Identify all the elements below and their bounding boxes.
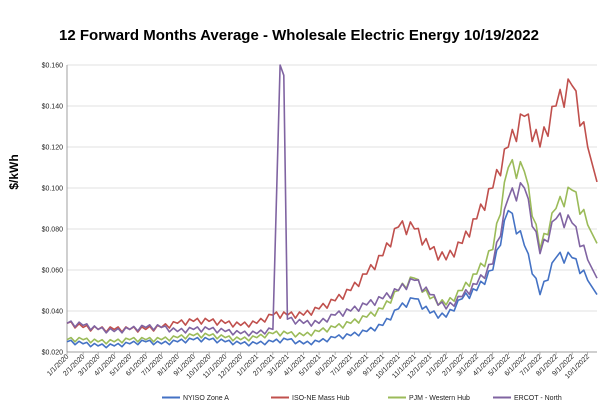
x-tick-labels: 1/1/20202/1/20203/1/20204/1/20205/1/2020… (46, 353, 591, 380)
legend-label: NYISO Zone A (183, 395, 229, 402)
series-line-ercot-north (66, 64, 598, 337)
axes (66, 65, 597, 355)
y-tick-label: $0.160 (42, 63, 64, 70)
y-tick-label: $0.020 (42, 350, 64, 357)
series-line-iso-ne-mass-hub (66, 78, 598, 333)
gridlines (67, 64, 597, 353)
y-tick-label: $0.080 (42, 227, 64, 234)
legend-label: ISO-NE Mass Hub (292, 395, 350, 402)
series-lines (66, 64, 598, 349)
y-axis-label: $/kWh (7, 154, 21, 189)
y-tick-label: $0.120 (42, 145, 64, 152)
legend-label: PJM - Western Hub (409, 395, 470, 402)
legend: NYISO Zone A ISO-NE Mass Hub PJM - Western… (162, 395, 562, 402)
series-line-nyiso-zone-a (66, 209, 598, 349)
y-tick-labels: $0.020 $0.040 $0.060 $0.080 $0.100 $0.120 $0.1… (42, 63, 64, 357)
chart-title: 12 Forward Months Average - Wholesale El… (59, 27, 539, 44)
y-tick-label: $0.060 (42, 268, 64, 275)
y-tick-label: $0.100 (42, 186, 64, 193)
legend-label: ERCOT - North (514, 395, 562, 402)
series-line-pjm-western-hub (66, 158, 598, 345)
y-tick-label: $0.040 (42, 309, 64, 316)
y-tick-label: $0.140 (42, 104, 64, 111)
